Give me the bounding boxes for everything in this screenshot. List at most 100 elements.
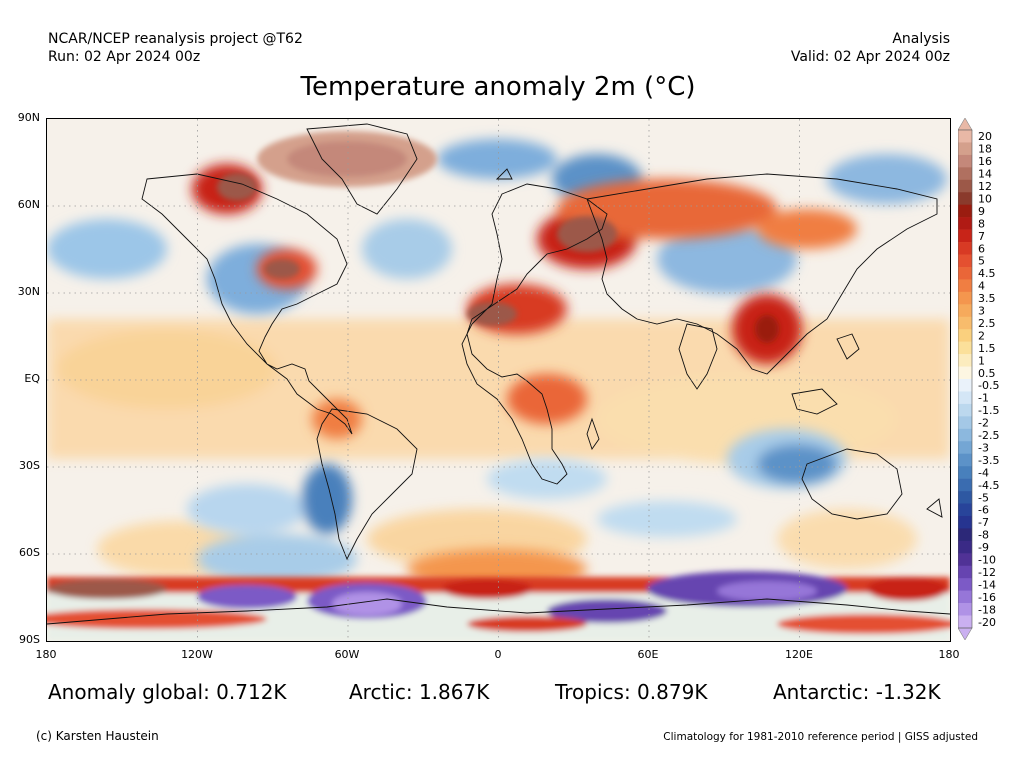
colorbar-swatch <box>958 142 972 156</box>
colorbar-tick-label: -14 <box>978 578 996 591</box>
colorbar-swatch <box>958 565 972 579</box>
antarctic-anomaly: Antarctic: -1.32K <box>773 680 941 704</box>
colorbar-swatch <box>958 453 972 467</box>
colorbar-swatch <box>958 578 972 591</box>
colorbar-tick-label: 20 <box>978 130 992 143</box>
colorbar-swatch <box>958 354 972 367</box>
colorbar-swatch <box>958 441 972 454</box>
colorbar-swatch <box>958 217 972 230</box>
header-right: Analysis Valid: 02 Apr 2024 00z <box>791 30 950 66</box>
colorbar-tick-label: -3.5 <box>978 454 999 467</box>
colorbar-swatch <box>958 615 972 629</box>
colorbar-tick-label: -4.5 <box>978 479 999 492</box>
colorbar-tick-label: -12 <box>978 566 996 579</box>
arctic-anomaly: Arctic: 1.867K <box>349 680 490 704</box>
colorbar-swatch <box>958 528 972 542</box>
colorbar-tick-label: 1 <box>978 354 985 367</box>
colorbar-swatch <box>958 391 972 405</box>
colorbar-tick-label: 5 <box>978 255 985 268</box>
lon-label: 120W <box>181 648 213 661</box>
colorbar-swatch <box>958 204 972 218</box>
global-anomaly: Anomaly global: 0.712K <box>48 680 287 704</box>
colorbar-tick-label: 14 <box>978 168 992 181</box>
colorbar-tick-label: -6 <box>978 504 989 517</box>
colorbar-swatch <box>958 590 972 604</box>
colorbar-tick-label: 10 <box>978 192 992 205</box>
colorbar-tick-label: 4 <box>978 280 985 293</box>
colorbar-max-arrow <box>958 118 973 131</box>
lon-label: 180 <box>35 648 57 661</box>
colorbar-tick-label: 2 <box>978 329 985 342</box>
lon-label: 120E <box>785 648 813 661</box>
colorbar-swatch <box>958 179 972 193</box>
colorbar-swatch <box>958 428 972 442</box>
colorbar-tick-label: -1 <box>978 392 989 405</box>
colorbar-tick-label: 12 <box>978 180 992 193</box>
colorbar-swatch <box>958 466 972 479</box>
lat-label: 90S <box>19 633 40 646</box>
colorbar-tick-label: -10 <box>978 554 996 567</box>
colorbar-min-arrow <box>958 627 973 640</box>
colorbar-tick-label: 9 <box>978 205 985 218</box>
colorbar-swatch <box>958 491 972 504</box>
lat-label: 90N <box>17 111 40 124</box>
colorbar-tick-label: 3.5 <box>978 292 996 305</box>
colorbar-tick-label: -20 <box>978 616 996 629</box>
colorbar-tick-label: -5 <box>978 491 989 504</box>
colorbar-tick-label: 6 <box>978 242 985 255</box>
colorbar-tick-label: -0.5 <box>978 379 999 392</box>
colorbar: 201816141210987654.543.532.521.510.5-0.5… <box>958 118 999 640</box>
lon-label: 60E <box>637 648 659 661</box>
header-left: NCAR/NCEP reanalysis project @T62 Run: 0… <box>48 30 303 66</box>
lat-label: 60N <box>17 198 40 211</box>
colorbar-swatch <box>958 478 972 492</box>
colorbar-tick-label: -1.5 <box>978 404 999 417</box>
anomaly-map <box>46 118 951 642</box>
colorbar-swatch <box>958 254 972 268</box>
colorbar-swatch <box>958 403 972 417</box>
run-time-label: Run: 02 Apr 2024 00z <box>48 49 201 65</box>
colorbar-tick-label: -2 <box>978 417 989 430</box>
map-title: Temperature anomaly 2m (°C) <box>300 72 696 102</box>
colorbar-swatch <box>958 291 972 305</box>
colorbar-tick-label: 16 <box>978 155 992 168</box>
colorbar-swatch <box>958 266 972 280</box>
colorbar-swatch <box>958 316 972 330</box>
colorbar-tick-label: 4.5 <box>978 267 996 280</box>
colorbar-tick-label: -18 <box>978 603 996 616</box>
colorbar-tick-label: -3 <box>978 441 989 454</box>
colorbar-swatch <box>958 603 972 616</box>
lon-label: 60W <box>334 648 360 661</box>
colorbar-swatch <box>958 379 972 392</box>
colorbar-swatch <box>958 416 972 430</box>
colorbar-swatch <box>958 130 972 143</box>
tropics-anomaly: Tropics: 0.879K <box>555 680 708 704</box>
lat-label: 60S <box>19 546 40 559</box>
colorbar-tick-label: 2.5 <box>978 317 996 330</box>
credit: (c) Karsten Haustein <box>36 729 159 743</box>
analysis-label: Analysis <box>892 31 950 47</box>
colorbar-tick-label: 18 <box>978 143 992 156</box>
colorbar-swatch <box>958 242 972 255</box>
model-label: NCAR/NCEP reanalysis project @T62 <box>48 31 303 47</box>
colorbar-tick-label: 7 <box>978 230 985 243</box>
colorbar-tick-label: 3 <box>978 305 985 318</box>
colorbar-swatch <box>958 503 972 517</box>
coastlines <box>47 123 950 625</box>
colorbar-swatch <box>958 304 972 318</box>
colorbar-swatch <box>958 329 972 342</box>
lat-label: EQ <box>24 372 40 385</box>
lon-label: 0 <box>494 648 502 661</box>
lat-label: 30S <box>19 459 40 472</box>
colorbar-swatch <box>958 229 972 243</box>
colorbar-swatch <box>958 279 972 293</box>
reference-note: Climatology for 1981-2010 reference peri… <box>663 731 978 743</box>
colorbar-tick-label: -9 <box>978 541 989 554</box>
graticule <box>47 119 950 641</box>
lat-label: 30N <box>17 285 40 298</box>
colorbar-swatch <box>958 366 972 380</box>
colorbar-tick-label: -7 <box>978 516 989 529</box>
colorbar-swatch <box>958 167 972 181</box>
colorbar-swatch <box>958 553 972 567</box>
colorbar-tick-label: -8 <box>978 529 989 542</box>
